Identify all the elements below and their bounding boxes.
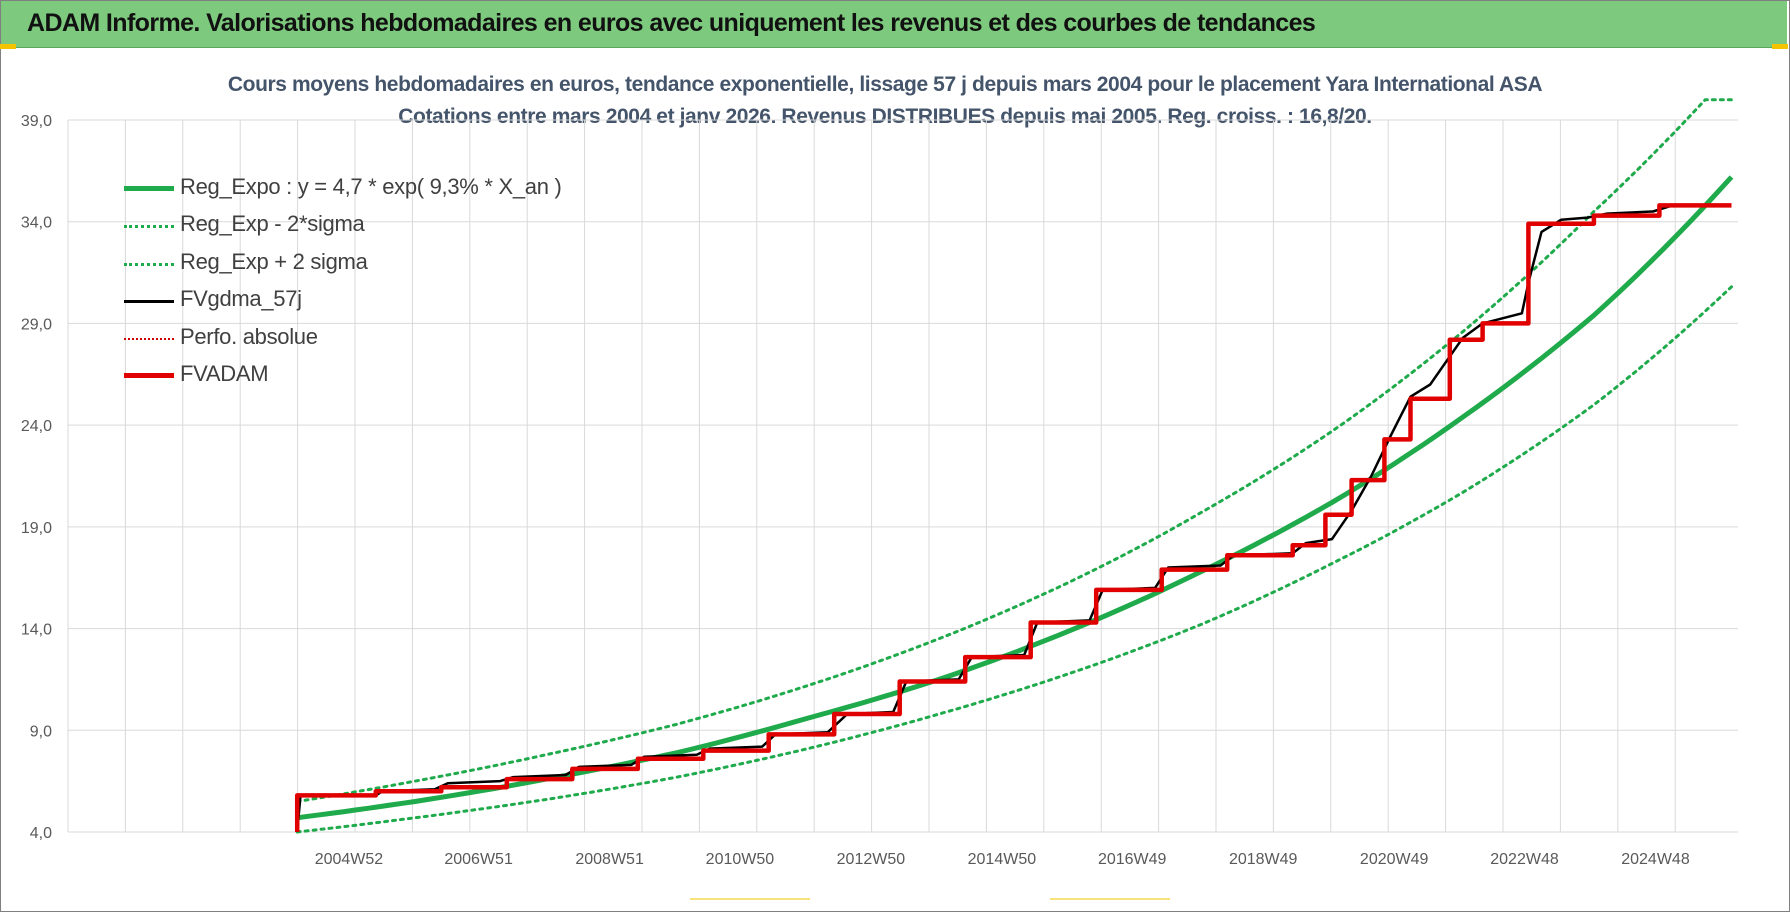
y-tick-label: 34,0 [21, 215, 52, 232]
y-tick-label: 29,0 [21, 316, 52, 333]
report-banner: ADAM Informe. Valorisations hebdomadaire… [1, 1, 1787, 48]
y-tick-label: 24,0 [21, 418, 52, 435]
y-tick-label: 14,0 [21, 622, 52, 639]
y-tick-label: 19,0 [21, 520, 52, 537]
legend-label-fvadam: FVADAM [180, 361, 269, 386]
corner-mark-left [0, 44, 16, 49]
x-tick-label: 2022W48 [1490, 851, 1559, 868]
y-tick-label: 39,0 [21, 113, 52, 130]
bottom-mark-2 [1050, 898, 1170, 900]
x-tick-label: 2008W51 [575, 851, 644, 868]
legend-swatch-fvgdma [124, 300, 174, 303]
x-tick-label: 2004W52 [315, 851, 384, 868]
x-tick-label: 2018W49 [1229, 851, 1298, 868]
legend-label-fvgdma: FVgdma_57j [180, 286, 302, 311]
legend-label-reg-exp-plus: Reg_Exp + 2 sigma [180, 249, 368, 274]
legend-swatch-fvadam [124, 373, 174, 378]
corner-mark-right [1772, 44, 1788, 49]
x-tick-label: 2012W50 [837, 851, 906, 868]
series-reg-exp-plus-2sigma [295, 98, 1733, 803]
legend-swatch-reg-expo [124, 186, 174, 191]
series-fvadam [294, 203, 1732, 832]
x-tick-label: 2014W50 [968, 851, 1037, 868]
chart-title: Cours moyens hebdomadaires en euros, ten… [227, 73, 1543, 96]
legend-swatch-perfo [124, 338, 174, 340]
series-fvgdma-57j [295, 204, 1732, 833]
legend-swatch-reg-exp-minus [124, 225, 174, 228]
x-tick-label: 2024W48 [1621, 851, 1690, 868]
series-reg-expo [296, 175, 1734, 821]
series-reg-exp-minus-2sigma [295, 285, 1733, 834]
x-tick-label: 2006W51 [444, 851, 513, 868]
x-tick-label: 2016W49 [1098, 851, 1167, 868]
y-tick-label: 4,0 [30, 825, 52, 842]
legend-swatch-reg-exp-plus [124, 263, 174, 266]
bottom-mark-1 [690, 898, 810, 900]
legend-label-reg-expo: Reg_Expo : y = 4,7 * exp( 9,3% * X_an ) [180, 174, 562, 199]
legend-label-reg-exp-minus: Reg_Exp - 2*sigma [180, 211, 365, 236]
x-tick-label: 2020W49 [1360, 851, 1429, 868]
report-title: ADAM Informe. Valorisations hebdomadaire… [27, 9, 1316, 37]
y-tick-label: 9,0 [30, 723, 52, 740]
x-tick-label: 2010W50 [706, 851, 775, 868]
legend-label-perfo: Perfo. absolue [180, 324, 318, 349]
